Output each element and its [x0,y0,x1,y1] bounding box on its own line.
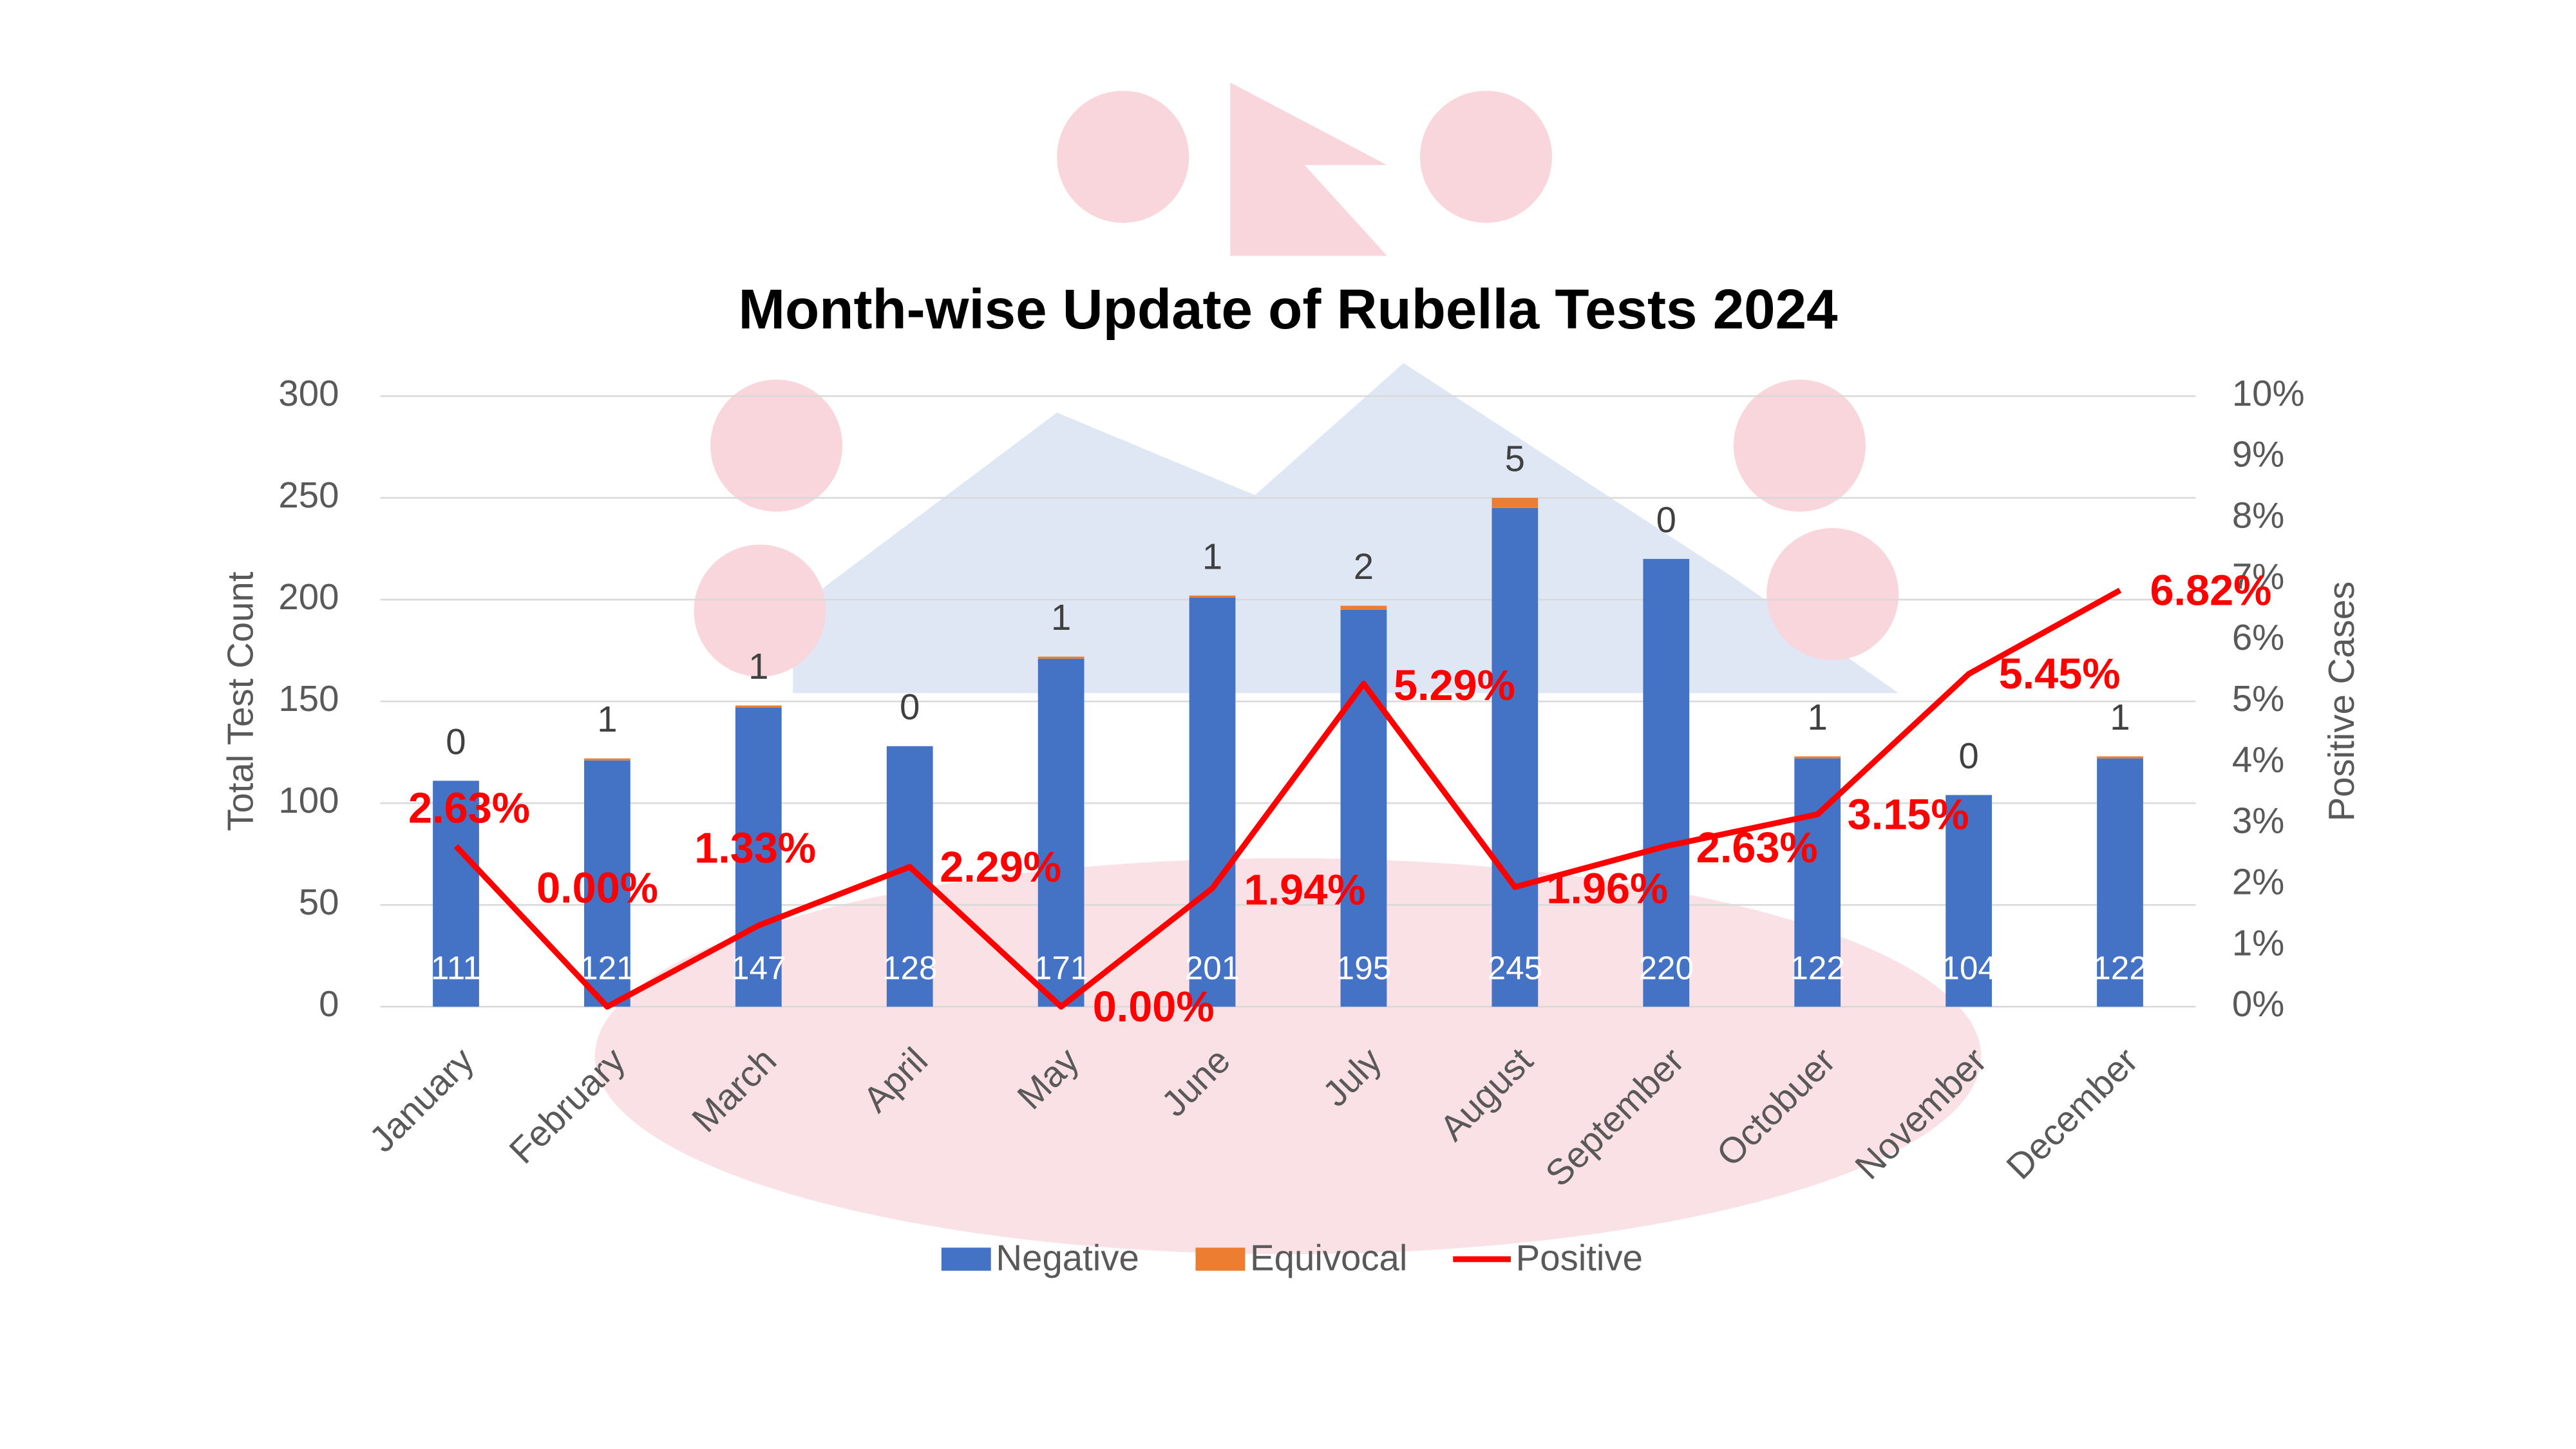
bar-equivocal [735,705,782,708]
positive-label: 2.63% [408,785,530,833]
y-tick-label: 250 [278,475,339,515]
y-tick-label: 300 [278,373,339,413]
x-tick-label: December [1998,1040,2145,1187]
bar-equivocal [584,758,630,761]
bar-label: 245 [1488,949,1543,986]
equivocal-label: 5 [1505,439,1525,479]
equivocal-label: 0 [446,721,466,762]
bar-equivocal [1794,756,1841,759]
positive-label: 6.82% [2150,567,2272,614]
y2-tick-label: 6% [2232,617,2284,658]
bar-equivocal [1189,595,1236,598]
equivocal-label: 1 [1808,697,1828,737]
y-tick-label: 100 [278,780,339,820]
positive-label: 1.96% [1546,866,1668,913]
bar-negative [584,760,630,1007]
positive-label: 3.15% [1848,791,1969,838]
legend-label: Positive [1516,1238,1643,1278]
bar-equivocal [2097,756,2143,759]
bar-label: 195 [1336,949,1392,986]
bar-negative [1492,507,1539,1007]
legend-swatch [941,1247,991,1271]
positive-label: 2.29% [940,844,1061,891]
background-emblem [594,82,1982,1255]
bar-equivocal [1492,498,1539,508]
bar-label: 111 [431,949,481,986]
equivocal-label: 0 [900,687,920,727]
positive-label: 1.94% [1244,867,1366,914]
positive-label: 0.00% [1093,983,1215,1031]
legend-swatch [1195,1247,1245,1271]
bar-label: 104 [1941,949,1996,986]
chart-title: Month-wise Update of Rubella Tests 2024 [738,278,1837,341]
equivocal-label: 2 [1354,546,1374,587]
bar-equivocal [1037,656,1084,659]
bar-negative [1643,558,1690,1007]
x-tick-label: February [501,1039,633,1171]
positive-label: 5.29% [1394,662,1515,710]
x-tick-label: January [361,1039,482,1160]
equivocal-label: 1 [748,646,768,687]
legend-label: Negative [996,1238,1139,1278]
y-tick-label: 150 [278,678,339,719]
bar-equivocal [1340,605,1387,610]
bar-label: 147 [731,949,786,986]
y2-tick-label: 8% [2232,495,2284,536]
bar-negative [735,707,782,1007]
bar-negative [1037,658,1084,1007]
y-tick-label: 50 [299,882,339,922]
bar-label: 122 [2092,949,2148,986]
positive-label: 0.00% [536,864,658,912]
y-tick-label: 200 [278,576,339,617]
equivocal-label: 1 [2110,697,2130,737]
bar-negative [433,781,479,1007]
y2-tick-label: 3% [2232,800,2284,841]
positive-label: 1.33% [694,824,816,872]
bar-label: 171 [1034,949,1089,986]
bar-label: 128 [882,949,938,986]
bar-label: 122 [1790,949,1845,986]
y2-axis-title: Positive Cases [2321,582,2362,822]
y2-tick-label: 1% [2232,922,2284,963]
positive-label: 2.63% [1696,824,1818,872]
positive-label: 5.45% [1999,650,2121,698]
bar-label: 121 [580,949,635,986]
bar-negative [1189,597,1236,1007]
y-axis-title: Total Test Count [220,571,261,831]
bar-negative [886,746,933,1007]
bar-label: 220 [1639,949,1694,986]
y2-tick-label: 2% [2232,861,2284,902]
bar-negative [1946,795,1992,1007]
y2-tick-label: 0% [2232,983,2284,1024]
equivocal-label: 0 [1958,735,1978,776]
y2-tick-label: 5% [2232,678,2284,719]
equivocal-label: 1 [1202,536,1222,576]
equivocal-label: 1 [1051,597,1071,638]
bar-label: 201 [1185,949,1240,986]
equivocal-label: 1 [597,699,617,739]
bar-negative [1340,609,1387,1007]
legend-label: Equivocal [1250,1238,1407,1278]
equivocal-label: 0 [1656,499,1676,540]
y2-tick-label: 10% [2232,373,2305,413]
y2-tick-label: 4% [2232,739,2284,780]
positive-line [453,587,2122,1010]
y2-tick-label: 9% [2232,434,2284,475]
y-tick-label: 0 [319,983,339,1024]
y2-tick-label: 7% [2232,556,2284,596]
bar-negative [2097,758,2143,1007]
